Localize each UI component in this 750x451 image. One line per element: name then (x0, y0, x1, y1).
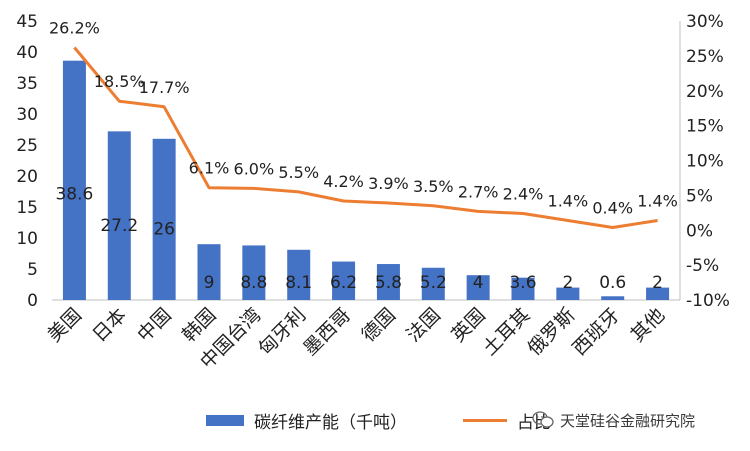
watermark-text: 天堂硅谷金融研究院 (560, 411, 696, 430)
y-left-tick-label: 10 (16, 229, 38, 249)
bar-data-label: 26 (153, 219, 175, 239)
bar-data-label: 6.2 (330, 273, 357, 293)
bar (646, 287, 670, 300)
line-data-label: 6.0% (234, 159, 275, 178)
line-data-label: 0.4% (592, 198, 633, 217)
wechat-icon (532, 411, 554, 428)
line-data-label: 4.2% (323, 172, 364, 191)
line-data-label: 17.7% (139, 78, 190, 97)
bar (287, 249, 311, 300)
bar (332, 261, 356, 300)
bar (62, 60, 86, 301)
bar (152, 138, 176, 300)
bar-data-label: 2 (562, 273, 573, 293)
line-data-label: 2.7% (458, 182, 499, 201)
y-right-tick-label: -5% (686, 256, 719, 276)
bar-data-label: 2 (652, 273, 663, 293)
y-left-tick-label: 25 (16, 136, 38, 156)
category-label: 德国 (358, 304, 400, 346)
y-right-tick-label: 0% (686, 221, 713, 241)
bar (376, 264, 400, 300)
bar-data-label: 0.6 (599, 273, 626, 293)
y-left-tick-label: 30 (16, 105, 38, 125)
category-label: 西班牙 (568, 304, 624, 360)
y-left-tick-label: 15 (16, 198, 38, 218)
bar (421, 267, 445, 300)
line-data-label: 26.2% (49, 19, 100, 38)
watermark: 天堂硅谷金融研究院 (532, 404, 695, 436)
y-left-tick-label: 35 (16, 74, 38, 94)
line-data-label: 1.4% (637, 191, 678, 210)
line-data-label: 3.5% (413, 177, 454, 196)
y-right-tick-label: 5% (686, 186, 713, 206)
legend-swatch-bar (206, 414, 244, 426)
y-right-tick-label: 25% (686, 47, 724, 67)
bar-data-label: 5.2 (420, 273, 447, 293)
bar (242, 245, 266, 300)
bar (197, 244, 221, 300)
bar (466, 275, 490, 300)
y-left-tick-label: 5 (27, 260, 38, 280)
category-label: 墨西哥 (299, 304, 355, 360)
line-data-label: 1.4% (548, 191, 589, 210)
legend: 碳纤维产能（千吨） 占比 (0, 404, 750, 436)
y-right-tick-label: -10% (686, 291, 730, 311)
share-line (73, 46, 658, 229)
bar (556, 287, 580, 300)
bar-data-label: 8.1 (285, 273, 312, 293)
y-left-tick-label: 45 (16, 12, 38, 32)
category-label: 美国 (44, 304, 86, 346)
y-right-tick-label: 10% (686, 152, 724, 172)
y-left-tick-label: 40 (16, 43, 38, 63)
category-label: 其他 (627, 304, 669, 346)
category-label: 土耳其 (479, 304, 535, 360)
y-right-tick-label: 20% (686, 82, 724, 102)
y-right-tick-label: 30% (686, 12, 724, 32)
bar-data-label: 27.2 (100, 216, 138, 236)
bar-data-label: 9 (204, 273, 215, 293)
category-label: 日本 (88, 304, 130, 346)
legend-swatch-line (463, 418, 507, 422)
category-label: 法国 (402, 304, 444, 346)
category-label: 匈牙利 (254, 304, 310, 360)
y-left-tick-label: 0 (27, 291, 38, 311)
bar-data-label: 8.8 (240, 273, 267, 293)
category-label: 俄罗斯 (524, 304, 580, 360)
bar-data-label: 5.8 (375, 273, 402, 293)
y-right-tick-label: 15% (686, 117, 724, 137)
line-data-label: 3.9% (368, 174, 409, 193)
bar-data-label: 38.6 (55, 184, 93, 204)
bar (601, 296, 625, 300)
bar-data-label: 4 (473, 273, 484, 293)
bar-data-label: 3.6 (509, 273, 536, 293)
y-left-tick-label: 20 (16, 167, 38, 187)
legend-item-bar: 碳纤维产能（千吨） (206, 404, 407, 436)
line-data-label: 18.5% (94, 72, 145, 91)
bar (107, 131, 131, 300)
category-label: 中国 (133, 304, 175, 346)
bar (511, 277, 535, 300)
line-data-label: 6.1% (189, 159, 230, 178)
line-data-label: 5.5% (278, 163, 319, 182)
line-data-label: 2.4% (503, 185, 544, 204)
legend-label-bar: 碳纤维产能（千吨） (254, 412, 407, 433)
